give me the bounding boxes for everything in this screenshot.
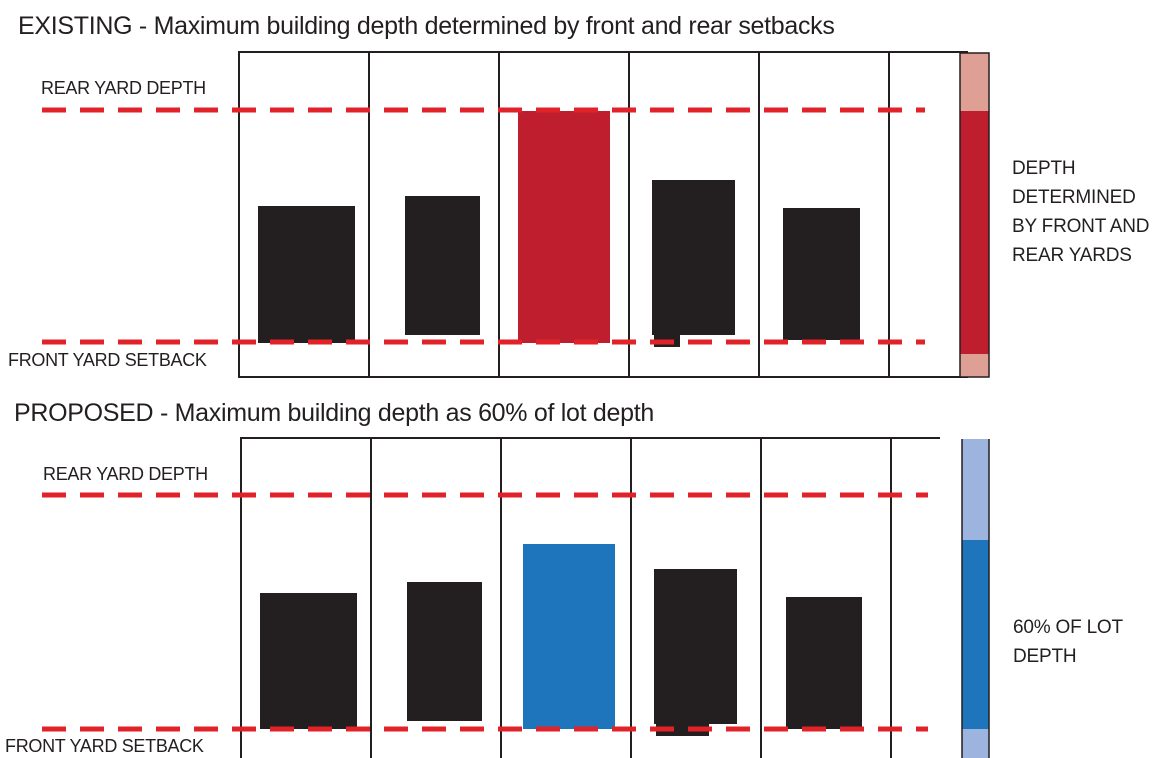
proposed-panel — [42, 437, 990, 758]
existing-side-line: DETERMINED — [1012, 187, 1136, 208]
proposed-depth-bar — [962, 540, 989, 729]
existing-side-line: BY FRONT AND — [1012, 216, 1150, 237]
existing-building — [405, 196, 480, 335]
existing-building — [783, 208, 860, 340]
existing-title: EXISTING - Maximum building depth determ… — [18, 12, 835, 40]
proposed-building — [786, 597, 862, 729]
proposed-side-line: 60% OF LOT — [1013, 617, 1123, 638]
proposed-title: PROPOSED - Maximum building depth as 60%… — [14, 399, 654, 427]
existing-rear-yard-label: REAR YARD DEPTH — [41, 78, 206, 98]
existing-side-line: REAR YARDS — [1012, 245, 1132, 266]
existing-depth-bar-frame — [959, 52, 990, 378]
existing-side-label: DEPTH DETERMINED BY FRONT AND REAR YARDS — [1012, 154, 1150, 270]
existing-building — [258, 206, 355, 343]
proposed-building — [407, 582, 482, 721]
proposed-building — [260, 593, 357, 729]
proposed-side-line: DEPTH — [1013, 646, 1077, 667]
proposed-building-highlight — [523, 544, 615, 729]
existing-building-highlight — [518, 111, 610, 343]
existing-panel — [42, 51, 990, 378]
existing-depth-bar — [960, 111, 989, 354]
proposed-building — [654, 569, 737, 724]
existing-building — [652, 180, 735, 335]
existing-side-line: DEPTH — [1012, 158, 1076, 179]
proposed-front-yard-label: FRONT YARD SETBACK — [5, 736, 204, 756]
proposed-side-label: 60% OF LOT DEPTH — [1013, 613, 1123, 671]
proposed-rear-yard-label: REAR YARD DEPTH — [43, 464, 208, 484]
proposed-building — [656, 723, 709, 736]
existing-front-yard-label: FRONT YARD SETBACK — [8, 350, 207, 370]
